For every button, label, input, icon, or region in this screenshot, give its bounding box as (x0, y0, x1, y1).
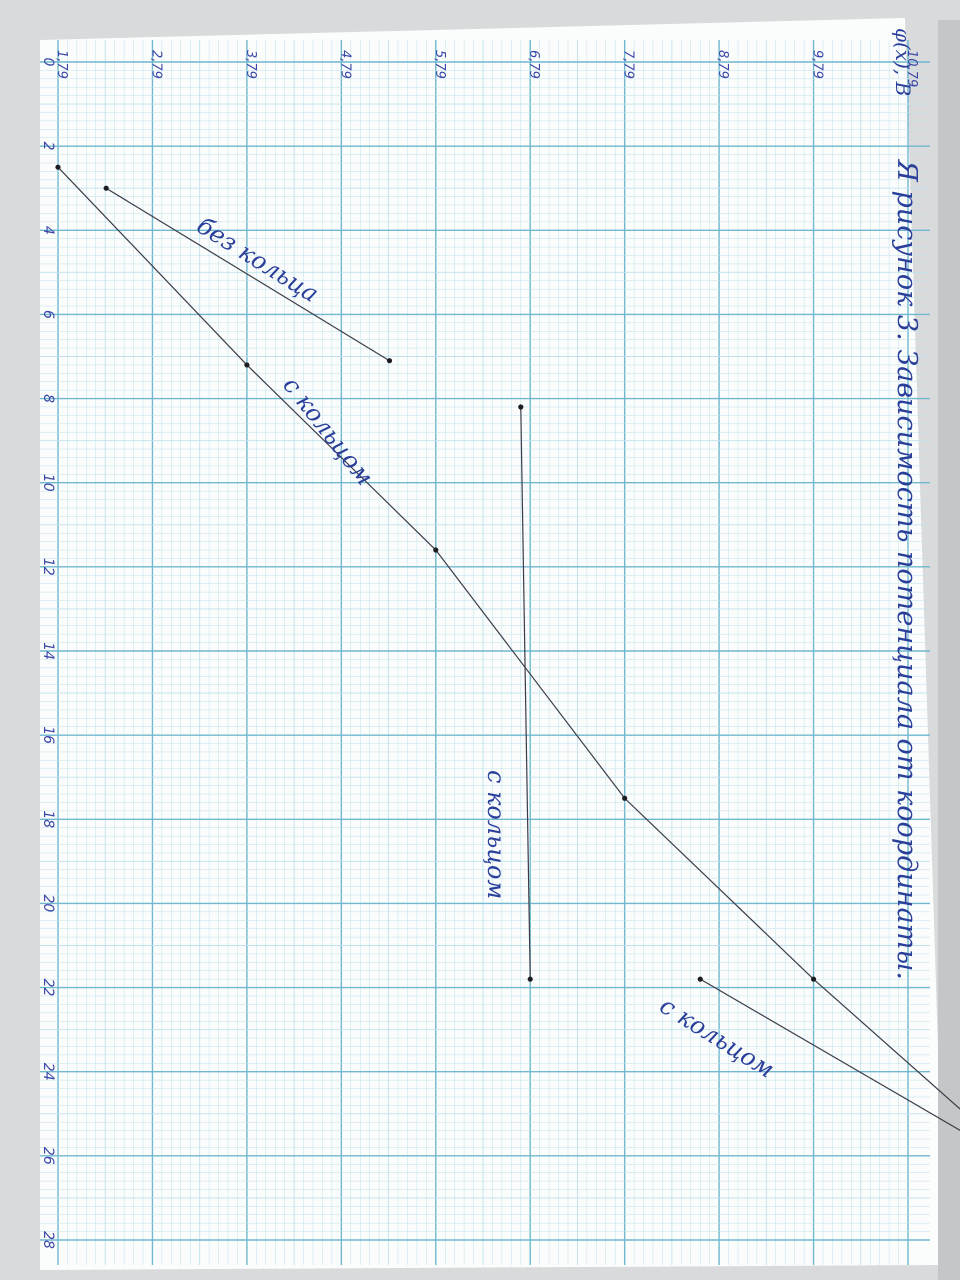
data-points (55, 164, 817, 982)
coordinate-tick-label: 20 (40, 895, 56, 913)
series-line (520, 406, 531, 980)
chart-title: Я рисунок 3. Зависимость потенциала от к… (891, 159, 922, 980)
potential-tick-label: 3,79 (243, 50, 258, 79)
coordinate-tick-label: 24 (40, 1063, 56, 1081)
coordinate-tick-label: 26 (40, 1147, 56, 1165)
potential-tick-label: 9,79 (810, 50, 825, 79)
axis-label-potential: φ(x), В (891, 28, 915, 96)
potential-tick-label: 6,79 (526, 50, 541, 79)
potential-tick-labels: 1,79 2,79 3,79 4,79 5,79 6,79 7,79 8,79 9,79 10,7… (54, 50, 919, 87)
paper-edge (938, 20, 960, 1280)
series-lines (57, 166, 960, 1131)
data-point (697, 976, 703, 982)
potential-tick-label: 7,79 (621, 50, 636, 79)
graph-paper-grid (40, 40, 930, 1265)
coordinate-tick-label: 4 (40, 226, 56, 235)
coordinate-tick-label: 18 (40, 810, 56, 828)
coordinate-tick-label: 22 (40, 979, 56, 997)
data-point (386, 358, 393, 364)
data-point (622, 795, 628, 801)
potential-tick-label: 10,79 (904, 50, 919, 87)
coordinate-tick-label: 12 (40, 558, 56, 576)
data-point (103, 185, 109, 191)
coordinate-tick-label: 28 (40, 1231, 56, 1249)
data-point (55, 164, 61, 170)
coordinate-tick-label: 10 (40, 474, 56, 492)
data-point (244, 362, 250, 368)
coordinate-tick-label: 16 (40, 726, 56, 744)
coordinate-tick-label: 8 (40, 394, 56, 403)
coordinate-tick-label: 2 (40, 142, 56, 151)
series-line (57, 166, 960, 1110)
coordinate-tick-label: 6 (40, 310, 56, 319)
data-point (518, 404, 524, 410)
series-line (105, 187, 390, 362)
coordinate-tick-label: 14 (40, 642, 56, 660)
potential-tick-label: 1,79 (54, 50, 69, 79)
potential-tick-label: 4,79 (337, 50, 352, 79)
potential-tick-label: 2,79 (148, 50, 163, 79)
series-line (699, 978, 960, 1131)
potential-tick-label: 5,79 (432, 50, 447, 79)
data-point (433, 547, 439, 553)
data-point (527, 976, 533, 982)
potential-tick-label: 8,79 (715, 50, 730, 79)
coordinate-tick-label: 0 (40, 58, 56, 67)
data-point (810, 976, 817, 982)
series-label: с кольцом (482, 770, 510, 899)
